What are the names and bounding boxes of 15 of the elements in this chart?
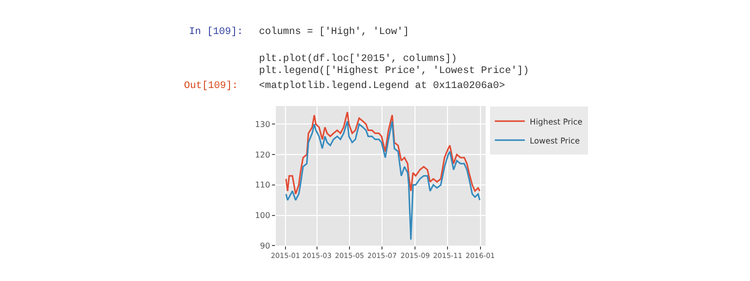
y-tick-label: 130 (254, 120, 270, 130)
legend-label: Lowest Price (530, 136, 580, 146)
text: plt.legend(['Highest Price', 'Lowest Price']) (259, 65, 530, 77)
legend-label: Highest Price (530, 117, 583, 126)
text: columns = ['High', 'Low'] (259, 26, 410, 38)
line-series (285, 111, 480, 195)
text: <matplotlib.legend.Legend at 0x11a0206a0> (259, 80, 506, 92)
y-tick-label: 90 (260, 241, 270, 250)
y-tick-label: 110 (254, 180, 270, 190)
text: In [109]: (189, 26, 244, 38)
y-tick-label: 120 (254, 150, 270, 160)
text: Out[109]: (184, 80, 238, 92)
text: plt.plot(df.loc['2015', columns]) (259, 53, 458, 65)
y-tick-label: 100 (254, 211, 270, 220)
line-series (285, 120, 480, 240)
